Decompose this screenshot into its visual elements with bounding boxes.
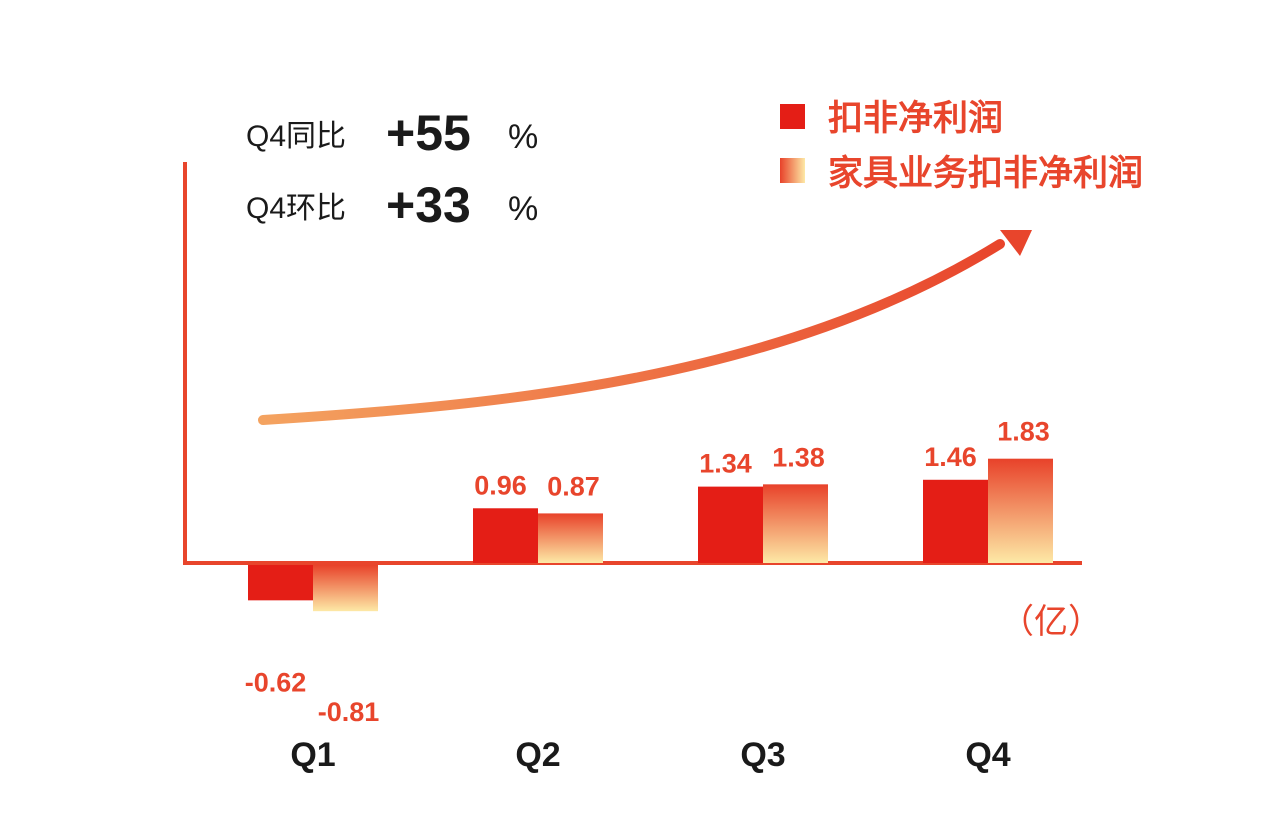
trend-arrow-head xyxy=(1000,230,1032,256)
legend-swatch-series2 xyxy=(780,158,805,183)
value-label-q3-series1: 1.34 xyxy=(699,449,752,479)
value-label-q1-series1: -0.62 xyxy=(245,667,307,697)
value-label-q3-series2: 1.38 xyxy=(772,442,825,472)
legend-swatch-series1 xyxy=(780,104,805,129)
legend-label-series2: 家具业务扣非净利润 xyxy=(828,154,1143,194)
legend-label-series1: 扣非净利润 xyxy=(828,99,1003,139)
category-labels: Q1 Q2 Q3 Q4 xyxy=(290,736,1010,774)
legend: 扣非净利润 家具业务扣非净利润 xyxy=(780,99,1143,194)
trend-arrow xyxy=(258,230,1032,425)
category-label-q4: Q4 xyxy=(965,736,1010,774)
bar-q4-series2 xyxy=(988,458,1053,563)
kpi-qoq-label: Q4环比 xyxy=(246,192,346,225)
value-label-q2-series2: 0.87 xyxy=(547,471,600,501)
bar-q3-series1 xyxy=(698,486,763,563)
bar-q1-series1 xyxy=(248,565,313,601)
category-label-q3: Q3 xyxy=(740,736,785,774)
category-label-q2: Q2 xyxy=(515,736,560,774)
kpi-yoy-value: +55 xyxy=(386,105,471,161)
unit-label: （亿） xyxy=(1000,602,1102,642)
bar-q4-series1 xyxy=(923,479,988,563)
category-label-q1: Q1 xyxy=(290,736,335,774)
value-label-q4-series1: 1.46 xyxy=(924,442,977,472)
trend-arrow-shaft xyxy=(258,239,1005,425)
bar-q2-series2 xyxy=(538,513,603,563)
kpi-yoy: Q4同比 +55 % xyxy=(246,105,538,161)
value-labels: -0.62 -0.81 0.96 0.87 1.34 1.38 1.46 1.83 xyxy=(245,417,1050,727)
bar-q1-series2 xyxy=(313,565,378,612)
kpi-yoy-label: Q4同比 xyxy=(246,120,346,153)
bars xyxy=(248,458,1053,612)
value-label-q2-series1: 0.96 xyxy=(474,470,527,500)
kpi-qoq: Q4环比 +33 % xyxy=(246,177,538,233)
bar-q2-series1 xyxy=(473,508,538,563)
bar-q3-series2 xyxy=(763,484,828,563)
value-label-q4-series2: 1.83 xyxy=(997,417,1050,447)
kpi-qoq-unit: % xyxy=(508,190,538,228)
kpi-yoy-unit: % xyxy=(508,118,538,156)
kpi-qoq-value: +33 xyxy=(386,177,471,233)
value-label-q1-series2: -0.81 xyxy=(318,697,380,727)
